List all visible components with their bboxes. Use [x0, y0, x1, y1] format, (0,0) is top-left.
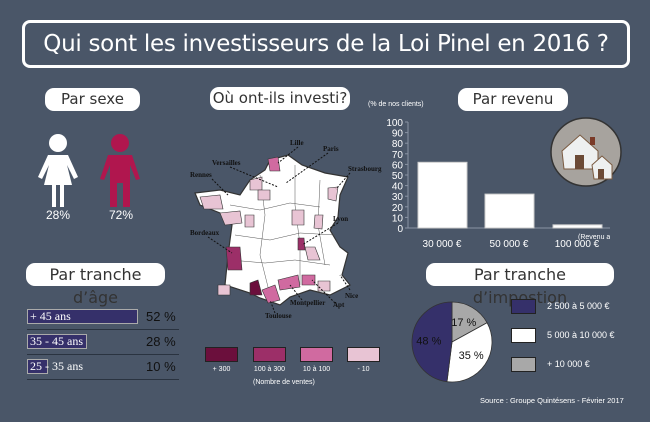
city-label: Rennes: [190, 171, 212, 179]
age-bar: + 45 ans: [27, 309, 138, 324]
impot-heading: Par tranche d’impostion: [426, 263, 614, 307]
y-tick-label: 80: [392, 139, 404, 150]
pie-slice: [446, 322, 493, 383]
map-legend-label: - 10: [357, 366, 370, 373]
pie-legend-swatch: [511, 328, 536, 343]
page-title: Qui sont les investisseurs de la Loi Pin…: [22, 20, 630, 68]
pie-legend-label: 5 000 à 10 000 €: [547, 330, 615, 340]
pie-legend-label: 2 500 à 5 000 €: [547, 301, 610, 311]
impot-pie: 17 % 35 % 48 %: [411, 301, 493, 383]
male-percent: 72%: [109, 208, 134, 222]
y-tick-label: 30: [392, 192, 404, 203]
female-percent: 28%: [46, 208, 71, 222]
age-divider: [27, 379, 179, 380]
female-icon: [38, 134, 78, 207]
age-percent: 28 %: [146, 334, 176, 349]
revenu-heading: Par revenu: [458, 88, 568, 111]
pie-label: 17 %: [451, 317, 476, 329]
pie-legend-swatch: [511, 299, 536, 314]
y-tick-label: 0: [397, 224, 403, 235]
pie-label: 48 %: [416, 336, 441, 348]
pie-legend-label: + 10 000 €: [547, 359, 590, 369]
y-tick-label: 100: [386, 118, 403, 129]
map-legend-swatch: [347, 347, 380, 362]
map-legend-label: + 300: [212, 366, 231, 373]
age-heading: Par tranche d’âge: [26, 263, 165, 307]
revenu-bar: [484, 193, 535, 229]
city-label: Lille: [290, 139, 304, 147]
city-label: Montpellier: [290, 299, 325, 307]
city-label: Paris: [323, 145, 339, 153]
revenu-xlabel: (Revenu annuel): [578, 234, 610, 241]
age-percent: 52 %: [146, 309, 176, 324]
x-tick-label: 100 000 €: [555, 239, 600, 250]
city-label: Versailles: [212, 159, 241, 167]
map-legend-label: 10 à 100: [302, 366, 331, 373]
revenu-ylabel: (% de nos clients): [368, 101, 424, 108]
map-heading: Où ont-ils investi?: [210, 87, 350, 110]
y-tick-label: 70: [392, 150, 404, 161]
map-legend-title: (Nombre de ventes): [253, 379, 315, 386]
city-label: Lyon: [333, 215, 348, 223]
city-label: Bordeaux: [190, 229, 220, 237]
age-divider: [27, 329, 179, 330]
age-divider: [27, 354, 179, 355]
age-bar: 35 - 45 ans: [27, 334, 87, 349]
sexe-heading: Par sexe: [45, 88, 140, 111]
x-tick-label: 50 000 €: [490, 239, 529, 250]
age-bar: 25 - 35 ans: [27, 359, 83, 374]
city-label: Strasbourg: [348, 165, 382, 173]
male-icon: [100, 134, 140, 207]
city-label: Apt: [333, 301, 345, 309]
map-legend-swatch: [253, 347, 286, 362]
pie-slice: [451, 301, 488, 343]
map-legend-swatch: [300, 347, 333, 362]
city-label: Toulouse: [265, 312, 292, 320]
y-tick-label: 40: [392, 182, 404, 193]
y-tick-label: 50: [392, 171, 404, 182]
pie-label: 35 %: [459, 350, 484, 362]
y-tick-label: 60: [392, 160, 404, 171]
france-map: Lille Paris Versailles Rennes Strasbourg…: [190, 139, 382, 320]
revenu-bar: [417, 161, 468, 229]
x-tick-label: 30 000 €: [423, 239, 462, 250]
y-tick-label: 20: [392, 203, 404, 214]
pie-legend-swatch: [511, 357, 536, 372]
map-legend-swatch: [205, 347, 238, 362]
y-tick-label: 10: [392, 213, 404, 224]
revenu-bar: [552, 224, 603, 229]
pie-slice: [411, 301, 453, 383]
house-icon: [550, 117, 622, 187]
source-note: Source : Groupe Quintésens - Février 201…: [480, 396, 624, 405]
y-tick-label: 90: [392, 129, 404, 140]
age-percent: 10 %: [146, 359, 176, 374]
city-label: Nice: [345, 292, 358, 300]
map-legend-label: 100 à 300: [253, 366, 286, 373]
